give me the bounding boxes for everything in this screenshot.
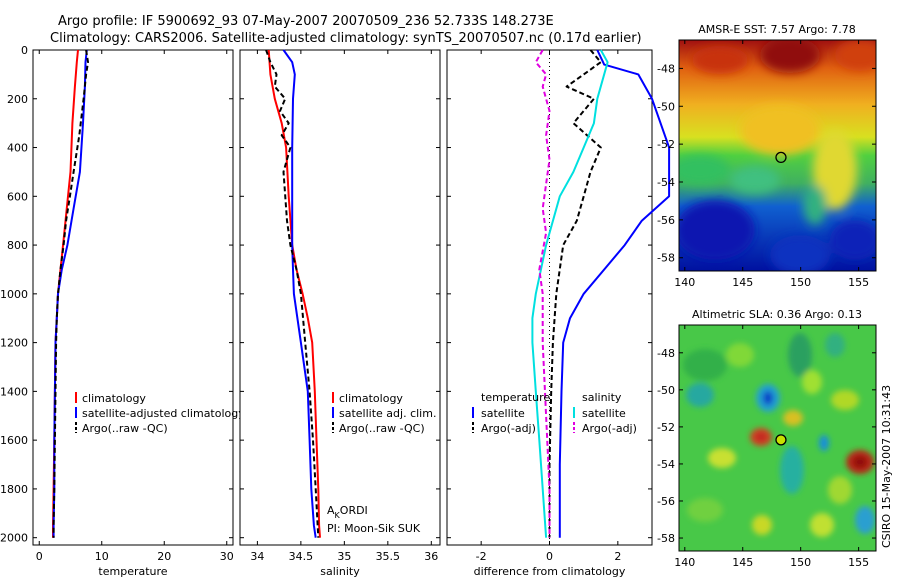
sla-argo-marker [775, 434, 787, 446]
figure-title-line1: Argo profile: IF 5900692_93 07-May-2007 … [58, 14, 554, 29]
difference-xtick-label: -2 [476, 550, 487, 563]
salinity-panel: 34 34.5 35 35.5 36 salinity climatology satelli… [239, 49, 441, 578]
salinity-axes-box [239, 49, 441, 546]
temperature-xtick-label: 20 [157, 550, 171, 563]
legend-label: Argo(..raw -QC) [82, 422, 168, 435]
sla-ytick-label: -54 [657, 458, 675, 471]
legend-label: Argo(-adj) [582, 422, 637, 435]
temperature-xtick-label: 10 [95, 550, 109, 563]
salinity-xtick-label: 36 [424, 550, 438, 563]
sst-ytick-label: -54 [657, 176, 675, 189]
sst-ytick-label: -50 [657, 100, 675, 113]
temperature-ytick-label: 1600 [0, 434, 28, 447]
sst-field [679, 40, 876, 271]
temperature-xtick-label: 30 [220, 550, 234, 563]
sla-ytick-label: -50 [657, 384, 675, 397]
legend-label: Argo(-adj) [481, 422, 536, 435]
temperature-ytick-label: 600 [7, 190, 28, 203]
temperature-ytick-label: 0 [21, 44, 28, 57]
temperature-panel: 0 200 400 600 800 1000 1200 1400 1600 1800 2000 0 10… [0, 44, 245, 578]
salinity-legend: climatology satellite adj. clim. Argo(..ra… [332, 392, 436, 435]
sla-xtick-label: 140 [674, 556, 695, 569]
temperature-ytick-label: 800 [7, 239, 28, 252]
sla-map: Altimetric SLA: 0.36 Argo: 0.13 [657, 308, 877, 569]
temperature-ytick-label: 1800 [0, 483, 28, 496]
sst-ytick-label: -48 [657, 62, 675, 75]
annotation-platform: AKORDI [327, 504, 368, 520]
temperature-ytick-label: 1200 [0, 337, 28, 350]
sla-xtick-label: 150 [790, 556, 811, 569]
sla-map-title: Altimetric SLA: 0.36 Argo: 0.13 [692, 308, 862, 321]
temperature-ytick-label: 400 [7, 142, 28, 155]
legend-label: satellite adj. clim. [339, 407, 436, 420]
legend-label: climatology [82, 392, 146, 405]
temperature-ytick-label: 2000 [0, 532, 28, 545]
legend-label: satellite-adjusted climatology [82, 407, 245, 420]
sla-xtick-label: 155 [848, 556, 869, 569]
legend-group-title: salinity [582, 391, 622, 404]
legend-label: satellite [582, 407, 626, 420]
sst-map: AMSR-E SST: 7.57 Argo: 7.78 140 145 150 155… [657, 23, 877, 289]
sst-ytick-label: -58 [657, 252, 675, 265]
sst-ytick-label: -56 [657, 214, 675, 227]
temperature-axes-box [32, 49, 234, 546]
sla-ytick-label: -58 [657, 532, 675, 545]
legend-label: satellite [481, 407, 525, 420]
sla-ytick-label: -48 [657, 347, 675, 360]
figure-title-line2: Climatology: CARS2006. Satellite-adjuste… [50, 31, 642, 46]
difference-series-salinity-satellite [531, 49, 609, 538]
difference-legend: temperature satellite Argo(-adj) salinity sa… [472, 391, 637, 435]
salinity-series-argo-raw-qc- [265, 49, 320, 538]
legend-group-title: temperature [481, 391, 550, 404]
temperature-xlabel: temperature [98, 565, 167, 578]
annotation-pi: PI: Moon-Sik SUK [327, 522, 421, 535]
difference-panel: -2 0 2 difference from climatology temperatu… [446, 49, 671, 578]
sla-ytick-label: -52 [657, 421, 675, 434]
sst-map-title: AMSR-E SST: 7.57 Argo: 7.78 [698, 23, 856, 36]
sst-xtick-label: 140 [674, 276, 695, 289]
difference-series-salinity-argo-adj- [534, 49, 551, 538]
legend-label: climatology [339, 392, 403, 405]
temperature-ytick-label: 200 [7, 93, 28, 106]
salinity-xtick-label: 34.5 [289, 550, 314, 563]
sst-ytick-label: -52 [657, 138, 675, 151]
temperature-legend: climatology satellite-adjusted climatolog… [75, 392, 245, 435]
sst-xtick-label: 150 [790, 276, 811, 289]
salinity-xtick-label: 35 [337, 550, 351, 563]
difference-series-temperature-satellite [558, 49, 671, 538]
difference-xtick-label: 2 [614, 550, 621, 563]
difference-xlabel: difference from climatology [474, 565, 626, 578]
temperature-ytick-label: 1400 [0, 385, 28, 398]
difference-xtick-label: 0 [546, 550, 553, 563]
temperature-xtick-label: 0 [36, 550, 43, 563]
temperature-series-argo-raw-qc- [52, 49, 89, 538]
salinity-series-satellite-adj-clim- [282, 49, 317, 538]
salinity-annotation: AKORDI PI: Moon-Sik SUK [327, 504, 421, 535]
sla-xtick-label: 145 [732, 556, 753, 569]
salinity-xtick-label: 34 [250, 550, 264, 563]
sst-xtick-label: 155 [848, 276, 869, 289]
legend-label: Argo(..raw -QC) [339, 422, 425, 435]
salinity-xlabel: salinity [320, 565, 360, 578]
side-stamp: CSIRO 15-May-2007 10:31:43 [880, 385, 893, 548]
salinity-xtick-label: 35.5 [376, 550, 401, 563]
sla-ytick-label: -56 [657, 495, 675, 508]
temperature-ytick-label: 1000 [0, 288, 28, 301]
sst-argo-marker [775, 151, 787, 164]
difference-series-temperature-argo-adj- [548, 49, 602, 538]
sst-xtick-label: 145 [732, 276, 753, 289]
